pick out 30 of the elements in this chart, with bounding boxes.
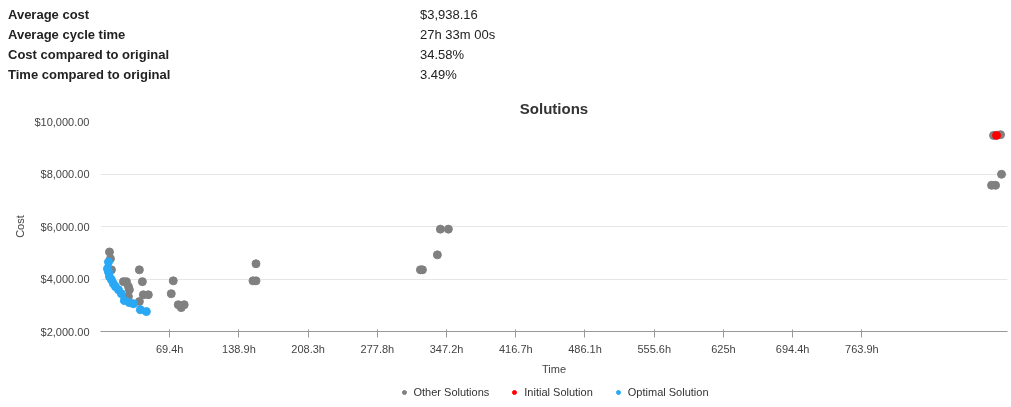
text: Average cost <box>8 6 91 24</box>
y-axis-title: Cost <box>14 215 27 238</box>
x-axis-title: Time <box>541 362 567 375</box>
text: Time compared to original <box>8 66 172 84</box>
text: $3,938.16 <box>420 6 479 24</box>
x-tick-label: 625h <box>711 342 736 355</box>
legend-label: Initial Solution <box>524 386 593 398</box>
x-tick-label: 763.9h <box>845 342 879 355</box>
y-tick-label: $2,000.00 <box>40 325 90 338</box>
x-tick-label: 208.3h <box>291 342 325 355</box>
x-tick-label: 416.7h <box>499 342 533 355</box>
legend-label: Other Solutions <box>413 386 490 398</box>
x-tick-label: 277.8h <box>360 342 395 355</box>
text: Cost compared to original <box>8 46 171 64</box>
text: 27h 33m 00s <box>420 26 497 44</box>
legend-label: Optimal Solution <box>627 386 709 398</box>
x-tick-label: 694.4h <box>775 342 810 355</box>
x-tick-label: 486.1h <box>568 342 602 355</box>
chart-title: Solutions <box>519 99 589 117</box>
y-tick-label: $4,000.00 <box>40 273 90 285</box>
y-tick-label: $10,000.00 <box>34 115 90 128</box>
text: Average cycle time <box>8 26 127 44</box>
x-tick-label: 347.2h <box>429 342 464 355</box>
x-tick-label: 138.9h <box>222 342 256 355</box>
y-tick-label: $8,000.00 <box>40 168 90 180</box>
x-tick-label: 555.6h <box>637 342 672 355</box>
x-tick-label: 69.4h <box>155 342 184 355</box>
text: 34.58% <box>420 46 466 64</box>
text: 3.49% <box>420 66 458 84</box>
y-tick-label: $6,000.00 <box>40 220 90 233</box>
